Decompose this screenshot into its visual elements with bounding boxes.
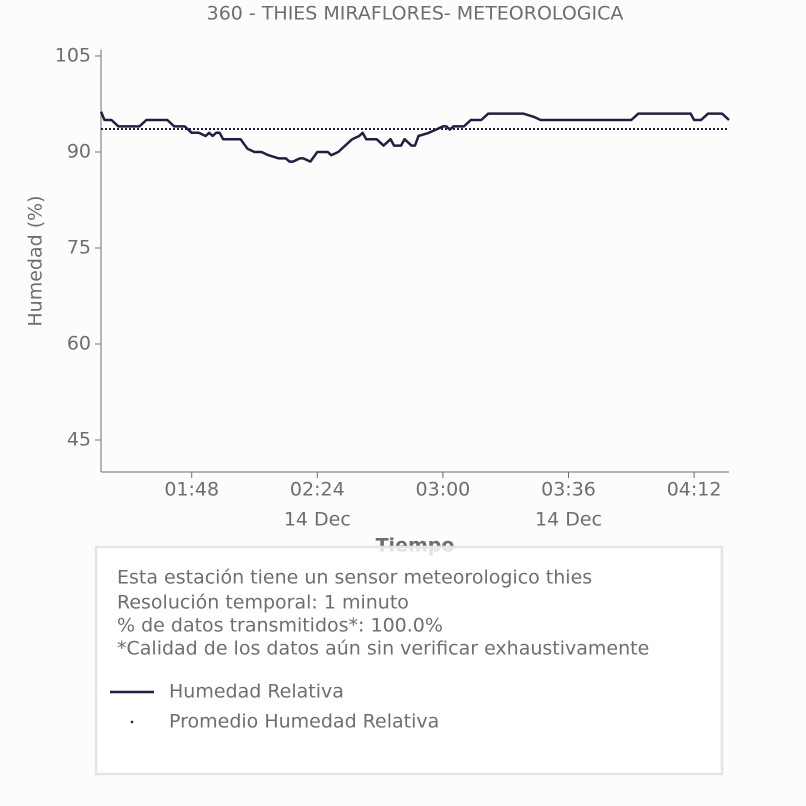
legend-label: Promedio Humedad Relativa — [169, 711, 439, 733]
y-axis-label: Humedad (%) — [25, 195, 47, 326]
info-line: % de datos transmitidos*: 100.0% — [117, 615, 443, 637]
y-tick-label: 105 — [55, 45, 91, 67]
x-tick-label: 02:24 — [290, 479, 345, 501]
legend-swatch — [130, 720, 134, 724]
x-tick-label: 03:00 — [416, 479, 471, 501]
x-tick-label: 01:48 — [164, 479, 219, 501]
y-tick-label: 75 — [67, 237, 91, 259]
y-tick-label: 90 — [67, 141, 91, 163]
x-tick-label: 03:36 — [541, 479, 596, 501]
chart-title: 360 - THIES MIRAFLORES- METEOROLOGICA — [207, 3, 624, 25]
info-line: Resolución temporal: 1 minuto — [117, 592, 409, 614]
y-tick-label: 60 — [67, 333, 91, 355]
data-line — [99, 111, 730, 163]
info-line: *Calidad de los datos aún sin verificar … — [117, 638, 649, 660]
x-tick-date: 14 Dec — [535, 509, 602, 531]
y-tick-label: 45 — [67, 429, 91, 451]
x-tick-date: 14 Dec — [284, 509, 351, 531]
x-tick-label: 04:12 — [667, 479, 722, 501]
legend-box — [94, 545, 724, 776]
legend-label: Humedad Relativa — [169, 681, 344, 703]
info-line: Esta estación tiene un sensor meteorolog… — [117, 567, 592, 589]
